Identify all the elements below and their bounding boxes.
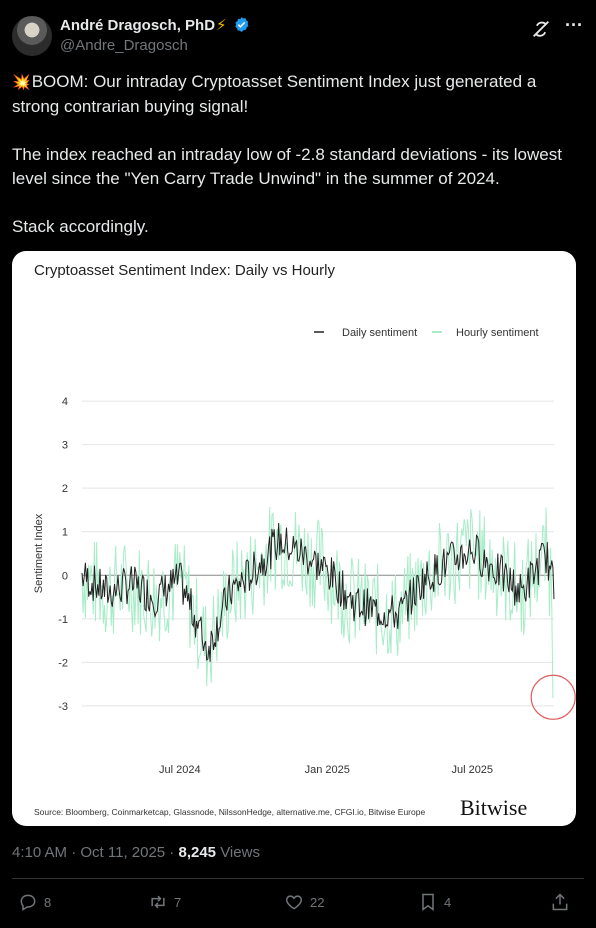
x-tick-label: Jul 2024 xyxy=(159,764,201,776)
highlight-circle xyxy=(530,674,576,720)
legend-hourly-label: Hourly sentiment xyxy=(456,327,539,339)
chart-title: Cryptoasset Sentiment Index: Daily vs Ho… xyxy=(34,262,335,279)
y-tick-label: 1 xyxy=(62,527,68,539)
author-name-row[interactable]: André Dragosch, PhD⚡ xyxy=(60,16,250,34)
author-handle[interactable]: @Andre_Dragosch xyxy=(60,37,188,54)
bitwise-logo: Bitwise xyxy=(460,795,527,820)
repost-icon xyxy=(151,895,165,909)
tweet-timestamp[interactable]: 4:10 AM · Oct 11, 2025 · xyxy=(12,844,179,861)
sentiment-chart: Cryptoasset Sentiment Index: Daily vs Ho… xyxy=(33,262,576,820)
y-tick-label: -2 xyxy=(58,657,68,669)
lightning-badge: ⚡ xyxy=(216,17,227,34)
chart-source: Source: Bloomberg, Coinmarketcap, Glassn… xyxy=(34,807,425,817)
daily-sentiment-line xyxy=(81,522,555,662)
reply-button[interactable]: 8 xyxy=(18,892,51,912)
tweet-paragraph-1: 💥BOOM: Our intraday Cryptoasset Sentimen… xyxy=(12,72,537,116)
tweet-paragraph-3: Stack accordingly. xyxy=(12,217,149,236)
y-tick-label: 2 xyxy=(62,483,68,495)
y-axis-label: Sentiment Index xyxy=(33,513,45,593)
y-tick-label: -3 xyxy=(58,701,68,713)
avatar[interactable] xyxy=(12,16,52,56)
views-label: Views xyxy=(216,844,260,861)
legend-daily-label: Daily sentiment xyxy=(342,327,417,339)
author-name[interactable]: André Dragosch, PhD xyxy=(60,17,216,34)
tweet-text: 💥BOOM: Our intraday Cryptoasset Sentimen… xyxy=(12,70,584,263)
heart-icon xyxy=(285,895,303,910)
y-tick-label: 3 xyxy=(62,440,68,452)
bookmark-count: 4 xyxy=(444,894,452,910)
collision-emoji: 💥 xyxy=(12,74,31,91)
share-icon xyxy=(552,893,568,911)
like-button[interactable]: 22 xyxy=(284,892,324,912)
action-bar: 8 7 22 4 xyxy=(12,888,584,920)
more-options-icon[interactable]: ··· xyxy=(565,15,583,35)
bookmark-icon xyxy=(422,893,434,911)
x-tick-label: Jan 2025 xyxy=(305,764,350,776)
reply-icon xyxy=(20,894,36,911)
hourly-sentiment-line xyxy=(81,506,554,698)
divider xyxy=(12,878,584,879)
tweet-meta: 4:10 AM · Oct 11, 2025 · 8,245 Views xyxy=(12,844,260,861)
share-button[interactable] xyxy=(550,892,570,912)
repost-button[interactable]: 7 xyxy=(148,892,181,912)
tweet-header: André Dragosch, PhD⚡ @Andre_Dragosch ··· xyxy=(12,14,584,58)
grok-icon[interactable] xyxy=(530,18,552,40)
tweet-paragraph-2: The index reached an intraday low of -2.… xyxy=(12,145,562,188)
y-tick-label: 4 xyxy=(62,396,68,408)
view-count: 8,245 xyxy=(178,844,217,861)
y-tick-label: 0 xyxy=(62,570,68,582)
bookmark-button[interactable]: 4 xyxy=(418,892,451,912)
verified-badge-icon xyxy=(235,17,249,32)
y-tick-label: -1 xyxy=(58,614,68,626)
repost-count: 7 xyxy=(174,894,182,910)
chart-image[interactable]: Cryptoasset Sentiment Index: Daily vs Ho… xyxy=(12,251,576,826)
reply-count: 8 xyxy=(44,894,52,910)
x-tick-label: Jul 2025 xyxy=(451,764,493,776)
like-count: 22 xyxy=(310,894,325,910)
